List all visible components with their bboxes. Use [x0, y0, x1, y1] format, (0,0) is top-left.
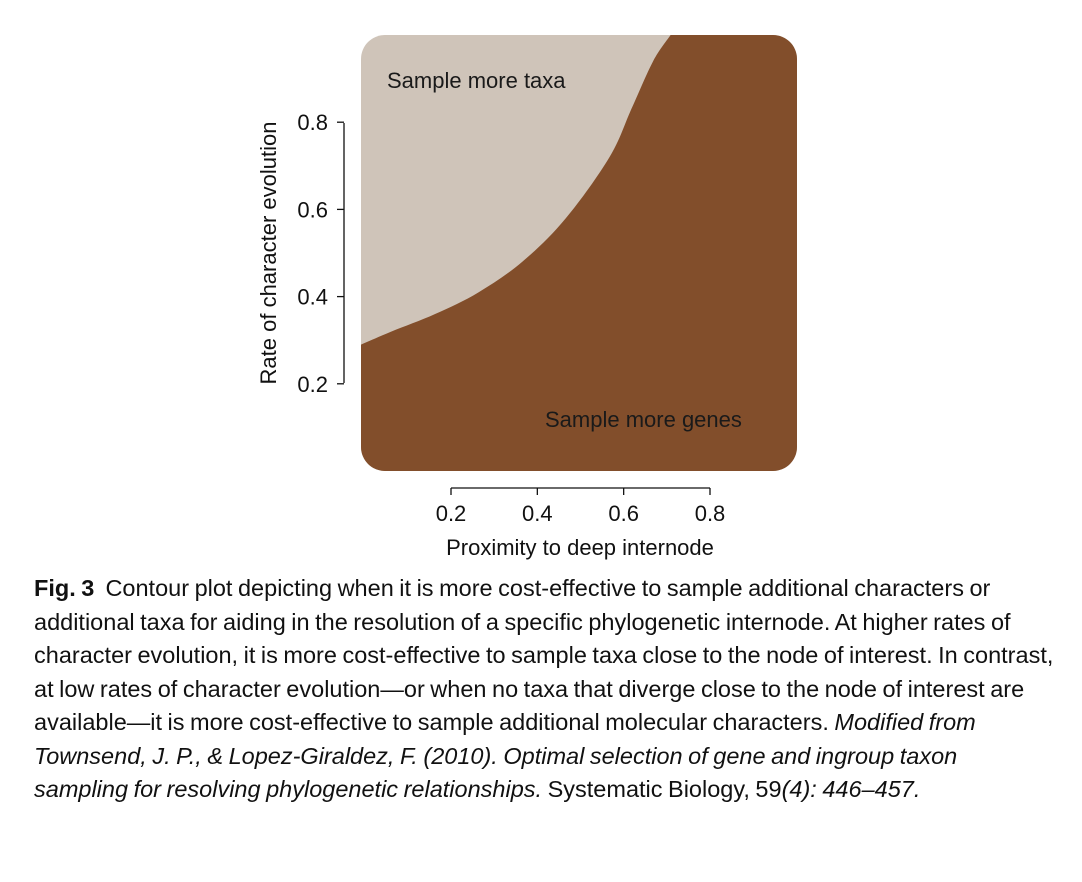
x-tick-label: 0.6	[608, 501, 639, 526]
caption-journal: Systematic Biology, 59	[547, 776, 782, 802]
y-tick-label: 0.4	[297, 285, 328, 310]
caption-text: Contour plot depicting when it is more c…	[34, 575, 1054, 735]
region-label-genes: Sample more genes	[545, 407, 742, 432]
y-tick-label: 0.8	[297, 110, 328, 135]
y-tick-label: 0.6	[297, 197, 328, 222]
y-axis: 0.2 0.4 0.6 0.8	[297, 110, 345, 397]
caption-citation: Modified from Townsend, J. P., & Lopez-G…	[34, 709, 976, 802]
x-tick-label: 0.4	[522, 501, 553, 526]
caption-issue: (4): 446–457.	[781, 776, 921, 802]
x-axis: 0.2 0.4 0.6 0.8	[436, 487, 726, 526]
region-label-taxa: Sample more taxa	[387, 68, 566, 93]
contour-plot: Sample more taxa Sample more genes 0.20.…	[256, 35, 797, 560]
figure-caption: Fig. 3 Contour plot depicting when it is…	[34, 572, 1054, 807]
genes-region	[361, 35, 797, 471]
y-axis-title: Rate of character evolution	[256, 122, 281, 385]
x-axis-title: Proximity to deep internode	[446, 535, 714, 560]
y-tick-label: 0.2	[297, 372, 328, 397]
caption-figure-label: Fig. 3	[34, 575, 95, 601]
x-tick-label: 0.2	[436, 501, 467, 526]
x-tick-label: 0.8	[695, 501, 726, 526]
